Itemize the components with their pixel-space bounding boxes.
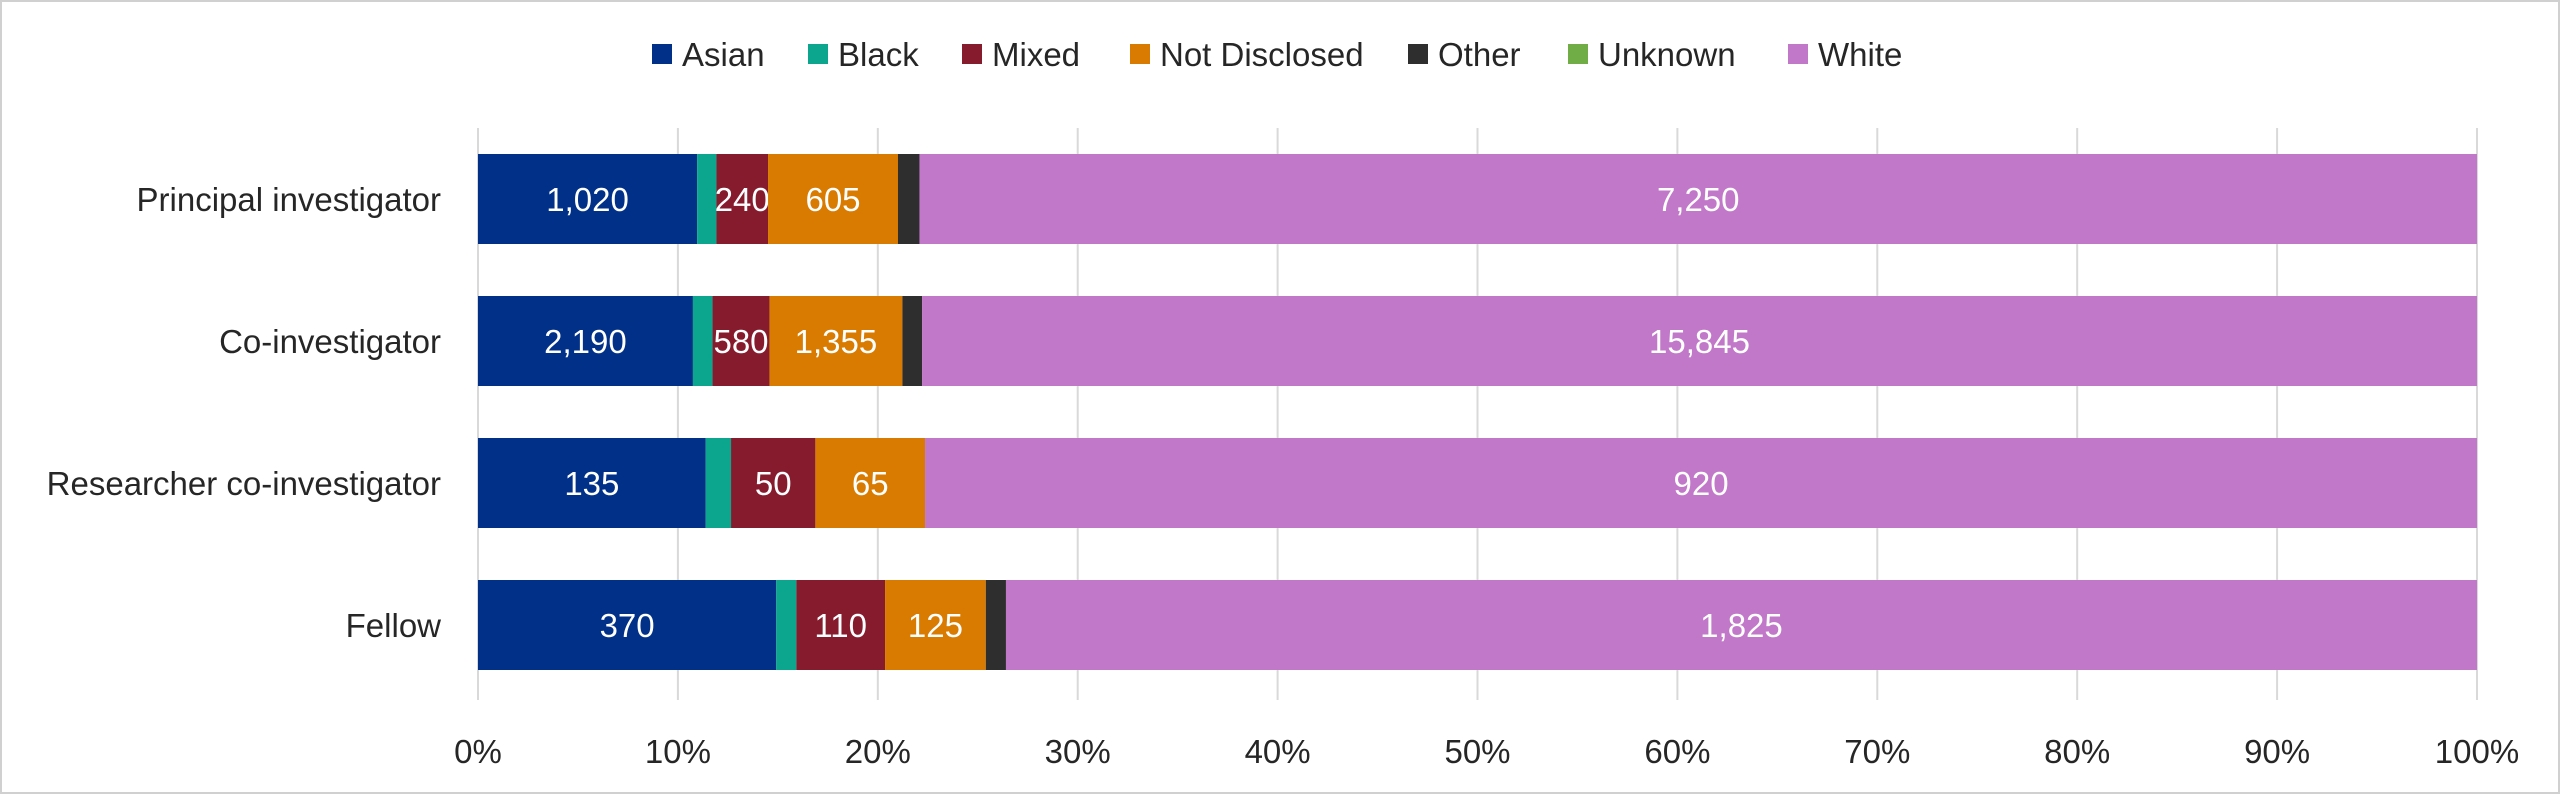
legend-swatch [808, 44, 828, 64]
bar-segment-not-disclosed [768, 154, 898, 244]
data-label: 1,825 [1700, 607, 1783, 644]
legend-swatch [652, 44, 672, 64]
x-tick-label: 100% [2435, 733, 2519, 770]
data-label: 7,250 [1657, 181, 1740, 218]
data-label: 15,845 [1649, 323, 1750, 360]
bar-segment-mixed [731, 438, 816, 528]
legend-label: Mixed [992, 36, 1080, 73]
x-tick-label: 40% [1245, 733, 1311, 770]
legend-swatch [1130, 44, 1150, 64]
x-tick-label: 60% [1644, 733, 1710, 770]
x-tick-label: 70% [1844, 733, 1910, 770]
bar-segment-mixed [796, 580, 886, 670]
bar-segment-black [692, 296, 713, 386]
bar-segment-not-disclosed [815, 438, 926, 528]
bar-segment-mixed [712, 296, 770, 386]
x-tick-label: 90% [2244, 733, 2310, 770]
legend-swatch [962, 44, 982, 64]
legend-label: Black [838, 36, 919, 73]
data-label: 240 [715, 181, 770, 218]
bar-segment-black [776, 580, 797, 670]
data-label: 1,355 [795, 323, 878, 360]
data-label: 2,190 [544, 323, 627, 360]
bar-segment-mixed [716, 154, 769, 244]
data-label: 135 [564, 465, 619, 502]
data-label: 605 [805, 181, 860, 218]
legend-swatch [1568, 44, 1588, 64]
data-label: 370 [600, 607, 655, 644]
data-label: 1,020 [546, 181, 629, 218]
legend-label: Not Disclosed [1160, 36, 1364, 73]
bar-segment-white [922, 296, 2478, 386]
data-label: 65 [852, 465, 889, 502]
bar-segment-white [919, 154, 2477, 244]
x-tick-label: 80% [2044, 733, 2110, 770]
data-label: 125 [908, 607, 963, 644]
data-label: 110 [814, 607, 867, 644]
bar-segment-asian [478, 438, 706, 528]
bar-segment-asian [478, 154, 698, 244]
bar-segment-black [705, 438, 732, 528]
legend-swatch [1408, 44, 1428, 64]
category-label: Principal investigator [137, 181, 441, 218]
data-label: 580 [713, 323, 768, 360]
legend-label: Other [1438, 36, 1521, 73]
x-tick-label: 50% [1444, 733, 1510, 770]
bar-segment-asian [478, 580, 777, 670]
category-label: Researcher co-investigator [47, 465, 441, 502]
x-tick-label: 10% [645, 733, 711, 770]
bar-segment-other [897, 154, 920, 244]
x-tick-label: 30% [1045, 733, 1111, 770]
x-tick-label: 0% [454, 733, 502, 770]
bar-segment-not-disclosed [769, 296, 903, 386]
bar-segment-asian [478, 296, 693, 386]
bar-segment-white [925, 438, 2478, 528]
category-label: Co-investigator [219, 323, 441, 360]
category-label: Fellow [346, 607, 442, 644]
bar-segment-other [985, 580, 1006, 670]
bar-segment-white [1005, 580, 2477, 670]
legend-label: Asian [682, 36, 765, 73]
x-tick-label: 20% [845, 733, 911, 770]
legend-label: White [1818, 36, 1902, 73]
data-label: 50 [755, 465, 792, 502]
bar-segment-black [697, 154, 717, 244]
bar-segment-other [902, 296, 923, 386]
data-label: 920 [1673, 465, 1728, 502]
legend-label: Unknown [1598, 36, 1736, 73]
legend-swatch [1788, 44, 1808, 64]
bar-segment-not-disclosed [885, 580, 986, 670]
